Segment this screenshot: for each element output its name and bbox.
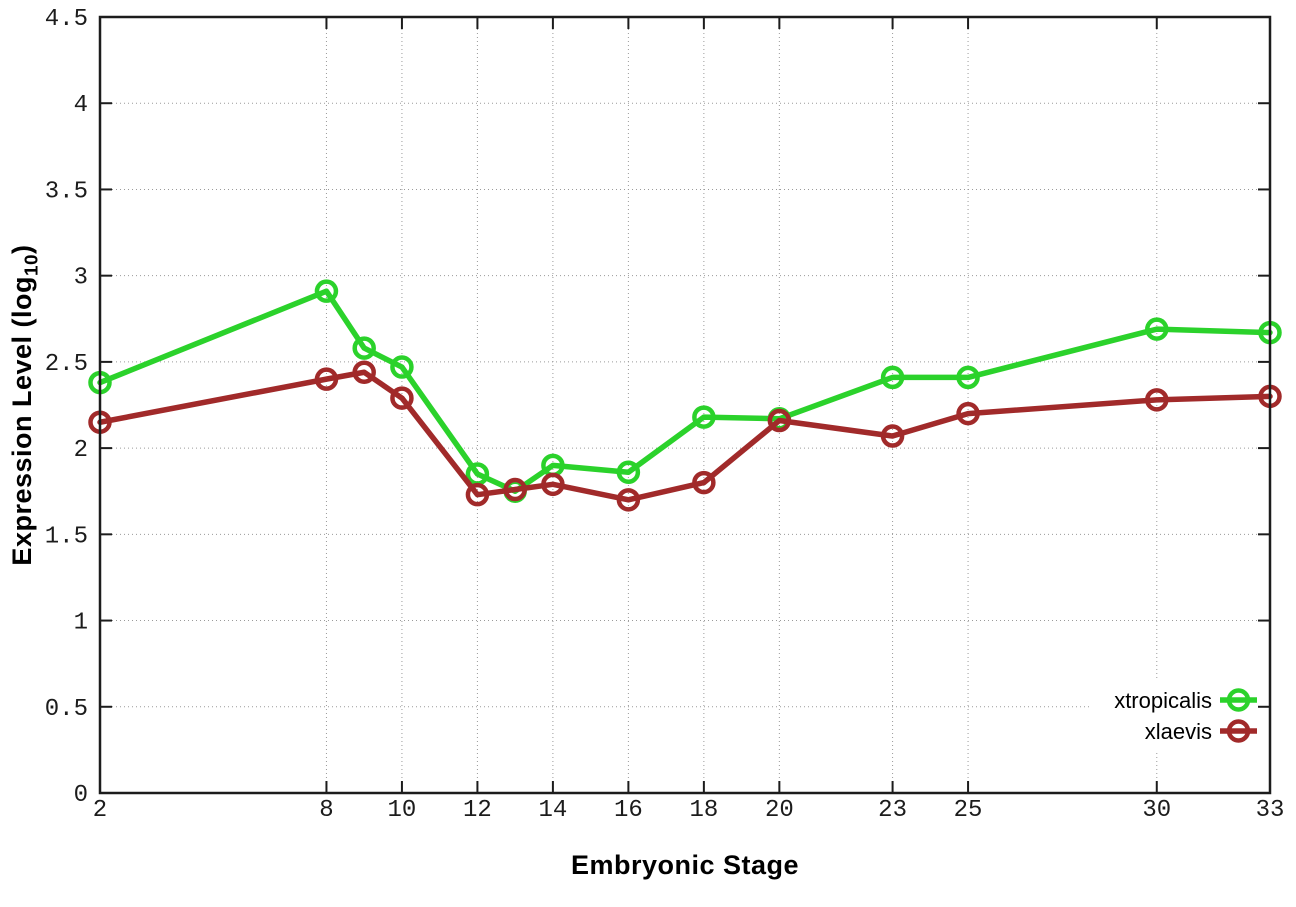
- x-tick-label: 30: [1142, 797, 1171, 824]
- data-point-xlaevis-stage-23: [880, 424, 905, 448]
- x-tick-label: 12: [463, 797, 492, 824]
- data-point-xtropicalis-stage-18: [692, 405, 716, 429]
- data-point-xlaevis-stage-14: [541, 472, 565, 497]
- x-tick-label: 20: [765, 797, 794, 824]
- y-tick-label: 2.5: [45, 351, 88, 378]
- x-tick-label: 10: [388, 797, 417, 824]
- y-tick-label: 3: [74, 265, 88, 292]
- y-axis-title: Expression Level (log10): [5, 105, 43, 705]
- data-point-xlaevis-stage-8: [314, 367, 339, 391]
- data-point-xlaevis-stage-9: [352, 360, 376, 384]
- legend-sample-marker-xlaevis: [1226, 719, 1251, 743]
- x-tick-label: 18: [689, 797, 718, 824]
- y-tick-label: 3.5: [45, 178, 88, 205]
- data-point-xtropicalis-stage-10: [390, 355, 414, 379]
- data-point-xtropicalis-stage-9: [352, 336, 376, 360]
- series-line-xtropicalis: [97, 288, 1273, 494]
- data-point-xlaevis-stage-12: [465, 482, 490, 507]
- data-point-xtropicalis-stage-25: [956, 365, 980, 390]
- x-tick-label: 25: [954, 797, 983, 824]
- y-tick-label: 4.5: [45, 6, 88, 33]
- data-point-xlaevis-stage-16: [616, 488, 641, 512]
- x-axis-title: Embryonic Stage: [570, 850, 800, 880]
- legend-label-xlaevis: xlaevis: [1145, 719, 1212, 744]
- plot-border: [98, 15, 1272, 795]
- x-tick-label: 14: [538, 797, 567, 824]
- data-point-xtropicalis-stage-16: [616, 460, 641, 485]
- data-point-xtropicalis-stage-23: [880, 365, 905, 390]
- y-tick-label: 2: [74, 437, 88, 464]
- data-point-xtropicalis-stage-30: [1145, 317, 1169, 341]
- y-axis-title-subscript: 10: [21, 253, 43, 276]
- x-tick-label: 16: [614, 797, 643, 824]
- x-tick-label: 2: [93, 797, 107, 824]
- data-point-xlaevis-stage-13: [503, 477, 527, 502]
- data-point-xlaevis-stage-18: [692, 470, 716, 495]
- data-point-xlaevis-stage-30: [1145, 388, 1169, 412]
- y-tick-label: 1.5: [45, 523, 88, 550]
- y-tick-label: 1: [74, 610, 88, 637]
- data-point-xlaevis-stage-20: [767, 408, 792, 433]
- x-tick-label: 23: [878, 797, 907, 824]
- y-tick-label: 0: [74, 782, 88, 809]
- x-tick-label: 33: [1256, 797, 1285, 824]
- data-point-xlaevis-stage-10: [390, 386, 414, 410]
- x-tick-label: 8: [319, 797, 333, 824]
- y-tick-label: 4: [74, 92, 88, 119]
- legend-label-xtropicalis: xtropicalis: [1114, 688, 1212, 713]
- legend-sample-marker-xtropicalis: [1226, 688, 1251, 712]
- data-point-xtropicalis-stage-8: [314, 279, 339, 303]
- y-tick-label: 0.5: [45, 696, 88, 723]
- y-axis-title-suffix: ): [7, 244, 37, 254]
- y-axis-title-text: Expression Level (log: [7, 275, 37, 566]
- data-point-xlaevis-stage-25: [956, 401, 980, 426]
- series-line-xlaevis: [97, 369, 1273, 503]
